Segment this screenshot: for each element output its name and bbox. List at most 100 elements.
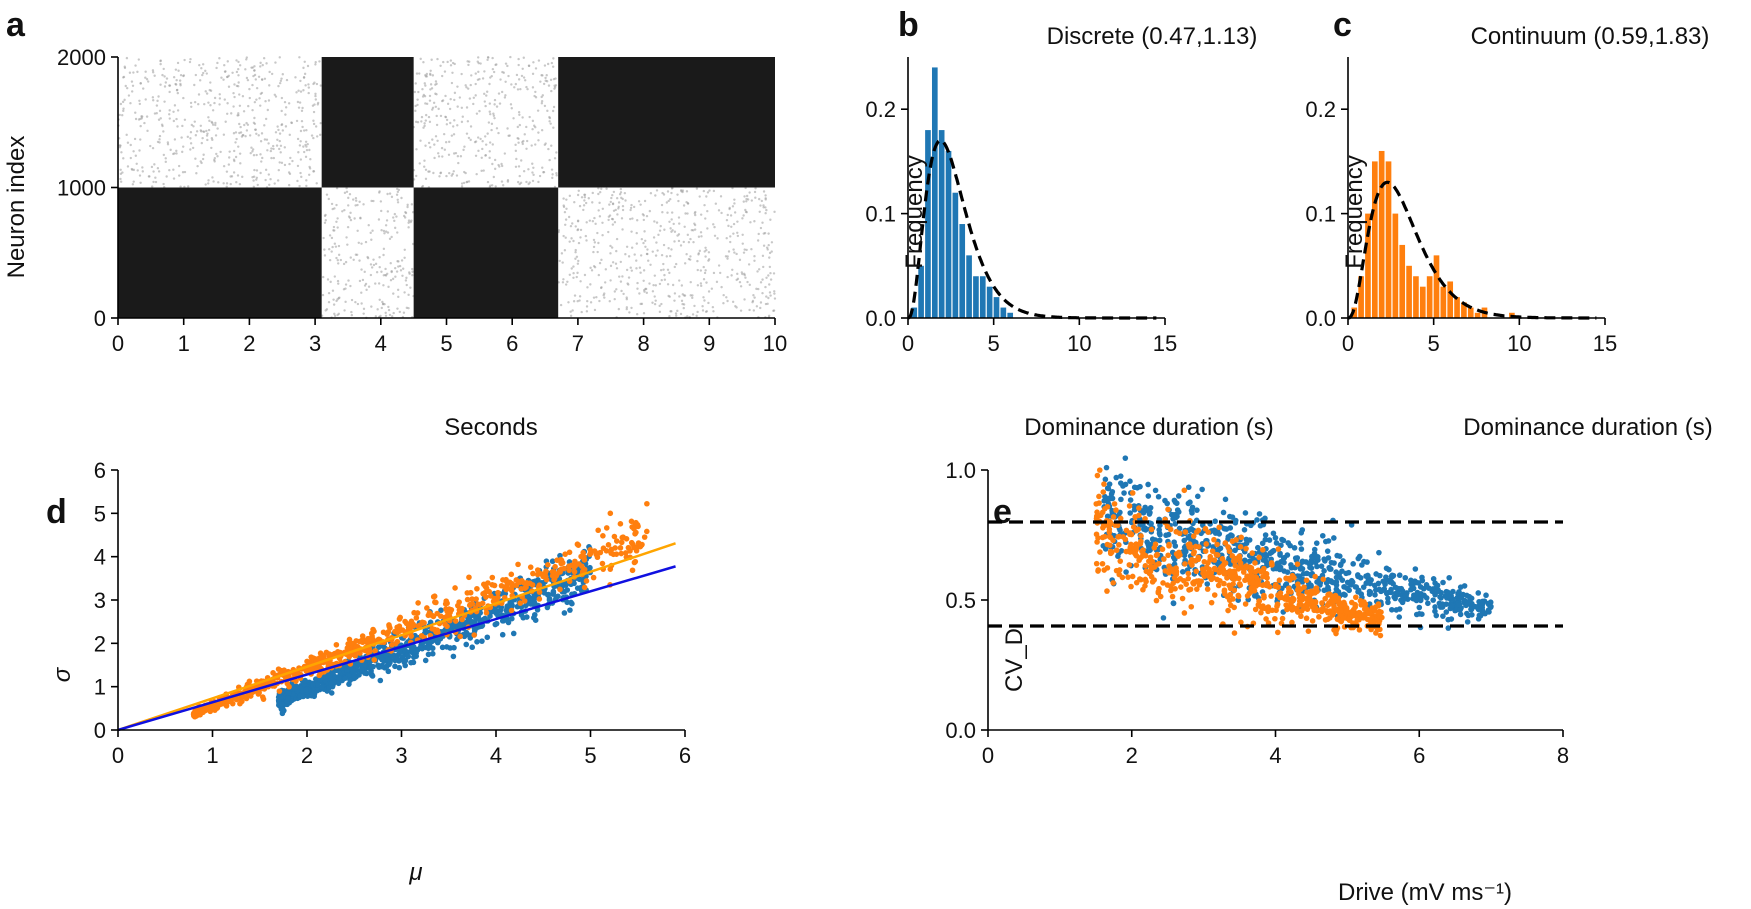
data-point (359, 633, 366, 639)
spike-dot (253, 168, 256, 172)
spike-dot (615, 237, 619, 241)
data-point (1284, 552, 1291, 558)
data-point (1235, 592, 1242, 599)
spike-dot (189, 142, 193, 145)
spike-dot (583, 195, 587, 199)
data-point (1221, 580, 1227, 587)
spike-dot (302, 89, 305, 92)
panel-b-axes: 0 5 10 150.00.10.2 (865, 57, 1177, 356)
spike-dot (261, 156, 264, 160)
spike-dot (686, 212, 689, 215)
data-point (1328, 566, 1334, 572)
spike-dot (406, 203, 409, 207)
spike-dot (406, 205, 409, 209)
data-point (1221, 570, 1227, 577)
spike-dot (749, 221, 752, 224)
spike-dot (432, 171, 435, 175)
spike-dot (354, 253, 358, 256)
data-point (608, 550, 614, 556)
spike-dot (420, 120, 423, 123)
spike-dot (658, 229, 662, 232)
spike-dot (303, 72, 307, 76)
spike-dot (595, 296, 598, 299)
spike-dot (741, 217, 744, 220)
spike-dot (382, 253, 385, 257)
spike-dot (174, 83, 178, 86)
spike-dot (679, 189, 683, 192)
spike-dot (699, 213, 703, 216)
spike-dot (627, 283, 630, 286)
spike-dot (616, 213, 619, 216)
spike-dot (173, 104, 177, 107)
spike-dot (498, 102, 502, 105)
x-tick-label: 2 (243, 331, 255, 356)
data-point (493, 620, 500, 627)
spike-dot (273, 182, 276, 185)
data-point (1409, 584, 1416, 590)
spike-dot (594, 222, 597, 226)
x-tick-label: 3 (309, 331, 321, 356)
data-point (1151, 577, 1157, 583)
spike-dot (520, 159, 523, 162)
spike-dot (396, 259, 399, 263)
spike-dot (302, 66, 305, 70)
data-point (613, 551, 620, 557)
spike-dot (437, 152, 440, 155)
histogram-bar (931, 67, 938, 318)
data-point (507, 586, 514, 592)
spike-dot (278, 56, 281, 59)
spike-dot (423, 122, 426, 125)
data-point (1297, 540, 1304, 546)
data-point (1182, 529, 1189, 535)
spike-dot (772, 272, 776, 275)
spike-dot (344, 287, 347, 290)
spike-dot (630, 246, 634, 249)
spike-dot (234, 155, 238, 159)
spike-dot (279, 151, 282, 154)
spike-dot (630, 230, 633, 233)
x-tick-label: 8 (637, 331, 649, 356)
data-point (1435, 587, 1441, 593)
spike-dot (580, 196, 584, 199)
spike-dot (660, 278, 663, 282)
data-point (1106, 496, 1113, 502)
data-point (554, 557, 560, 564)
spike-dot (181, 150, 184, 154)
spike-dot (603, 296, 606, 299)
spike-dot (552, 57, 555, 60)
data-point (1131, 484, 1138, 491)
spike-dot (514, 82, 518, 86)
data-point (1215, 582, 1222, 589)
data-point (413, 615, 420, 621)
spike-dot (625, 245, 629, 248)
spike-dot (682, 240, 685, 244)
spike-dot (135, 162, 138, 166)
spike-dot (214, 134, 218, 137)
spike-dot (591, 191, 594, 195)
data-point (1273, 540, 1280, 546)
data-point (1106, 522, 1113, 528)
spike-dot (358, 200, 361, 203)
spike-dot (141, 170, 144, 173)
spike-dot (521, 140, 524, 144)
spike-dot (287, 171, 291, 174)
spike-dot (436, 139, 439, 142)
spike-dot (449, 121, 452, 125)
y-tick-label: 0.0 (865, 306, 896, 331)
spike-dot (547, 147, 550, 151)
spike-dot (769, 278, 773, 281)
spike-dot (130, 167, 133, 171)
spike-dot (686, 233, 690, 237)
data-point (1304, 570, 1310, 577)
spike-dot (636, 281, 639, 285)
spike-dot (411, 270, 414, 273)
spike-dot (585, 310, 589, 313)
data-point (566, 563, 572, 569)
data-point (479, 600, 486, 607)
spike-dot (754, 187, 757, 190)
spike-dot (615, 267, 619, 270)
spike-dot (481, 77, 485, 80)
spike-dot (124, 84, 127, 88)
data-point (300, 693, 306, 700)
